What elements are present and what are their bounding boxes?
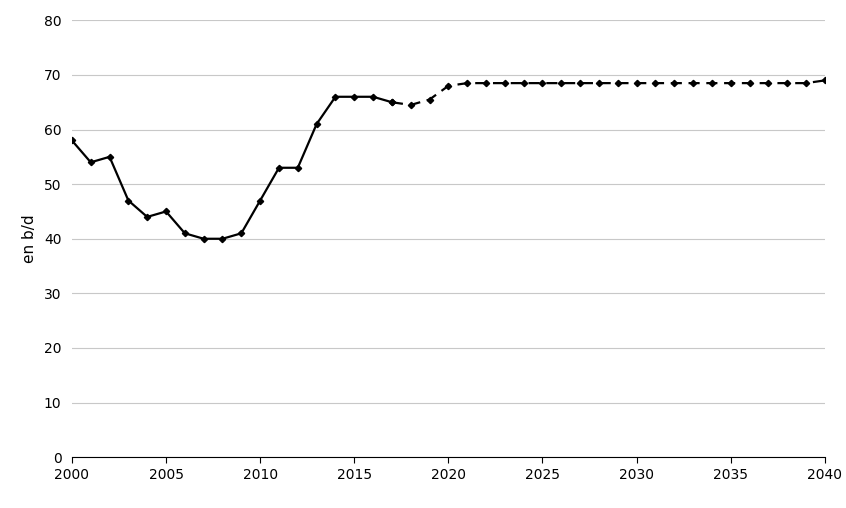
Y-axis label: en b/d: en b/d — [22, 214, 37, 263]
